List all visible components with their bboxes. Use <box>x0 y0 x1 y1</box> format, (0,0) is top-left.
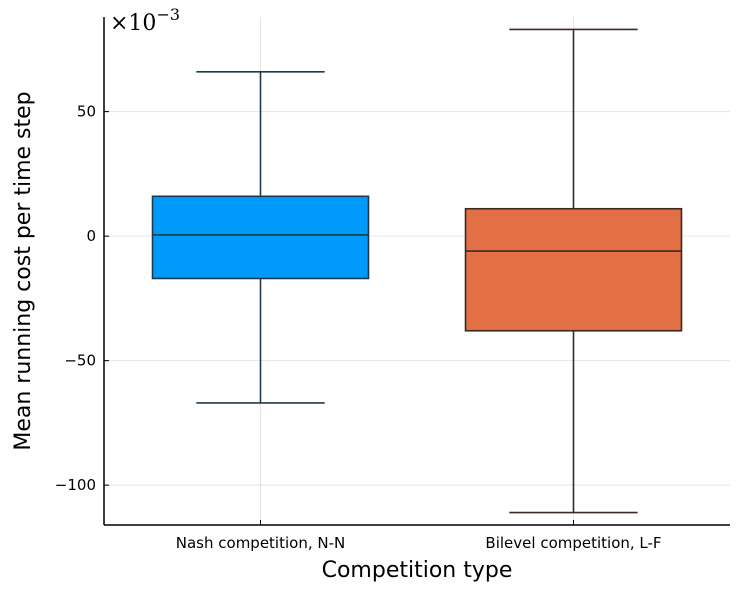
box-1 <box>151 70 370 404</box>
y-tick-label: −50 <box>64 352 96 370</box>
iqr-box <box>464 207 683 332</box>
y-axis-label: Mean running cost per time step <box>11 91 36 450</box>
y-scale-label: ×10−3 <box>110 5 180 36</box>
iqr-box <box>151 195 370 280</box>
y-scale-exponent: −3 <box>156 5 180 24</box>
y-tick-label: −100 <box>55 476 96 494</box>
x-axis-label: Competition type <box>322 558 513 583</box>
x-tick-label: Nash competition, N-N <box>176 534 345 552</box>
y-scale-base: ×10 <box>110 11 156 36</box>
tick-labels: −100 −50 0 50 Nash competition, N-N Bilevel c… <box>55 103 662 552</box>
y-tick-label: 50 <box>77 103 96 121</box>
box-2 <box>464 28 683 514</box>
y-tick-label: 0 <box>86 227 96 245</box>
x-tick-label: Bilevel competition, L-F <box>485 534 661 552</box>
boxes <box>151 28 683 514</box>
axes <box>103 17 730 526</box>
